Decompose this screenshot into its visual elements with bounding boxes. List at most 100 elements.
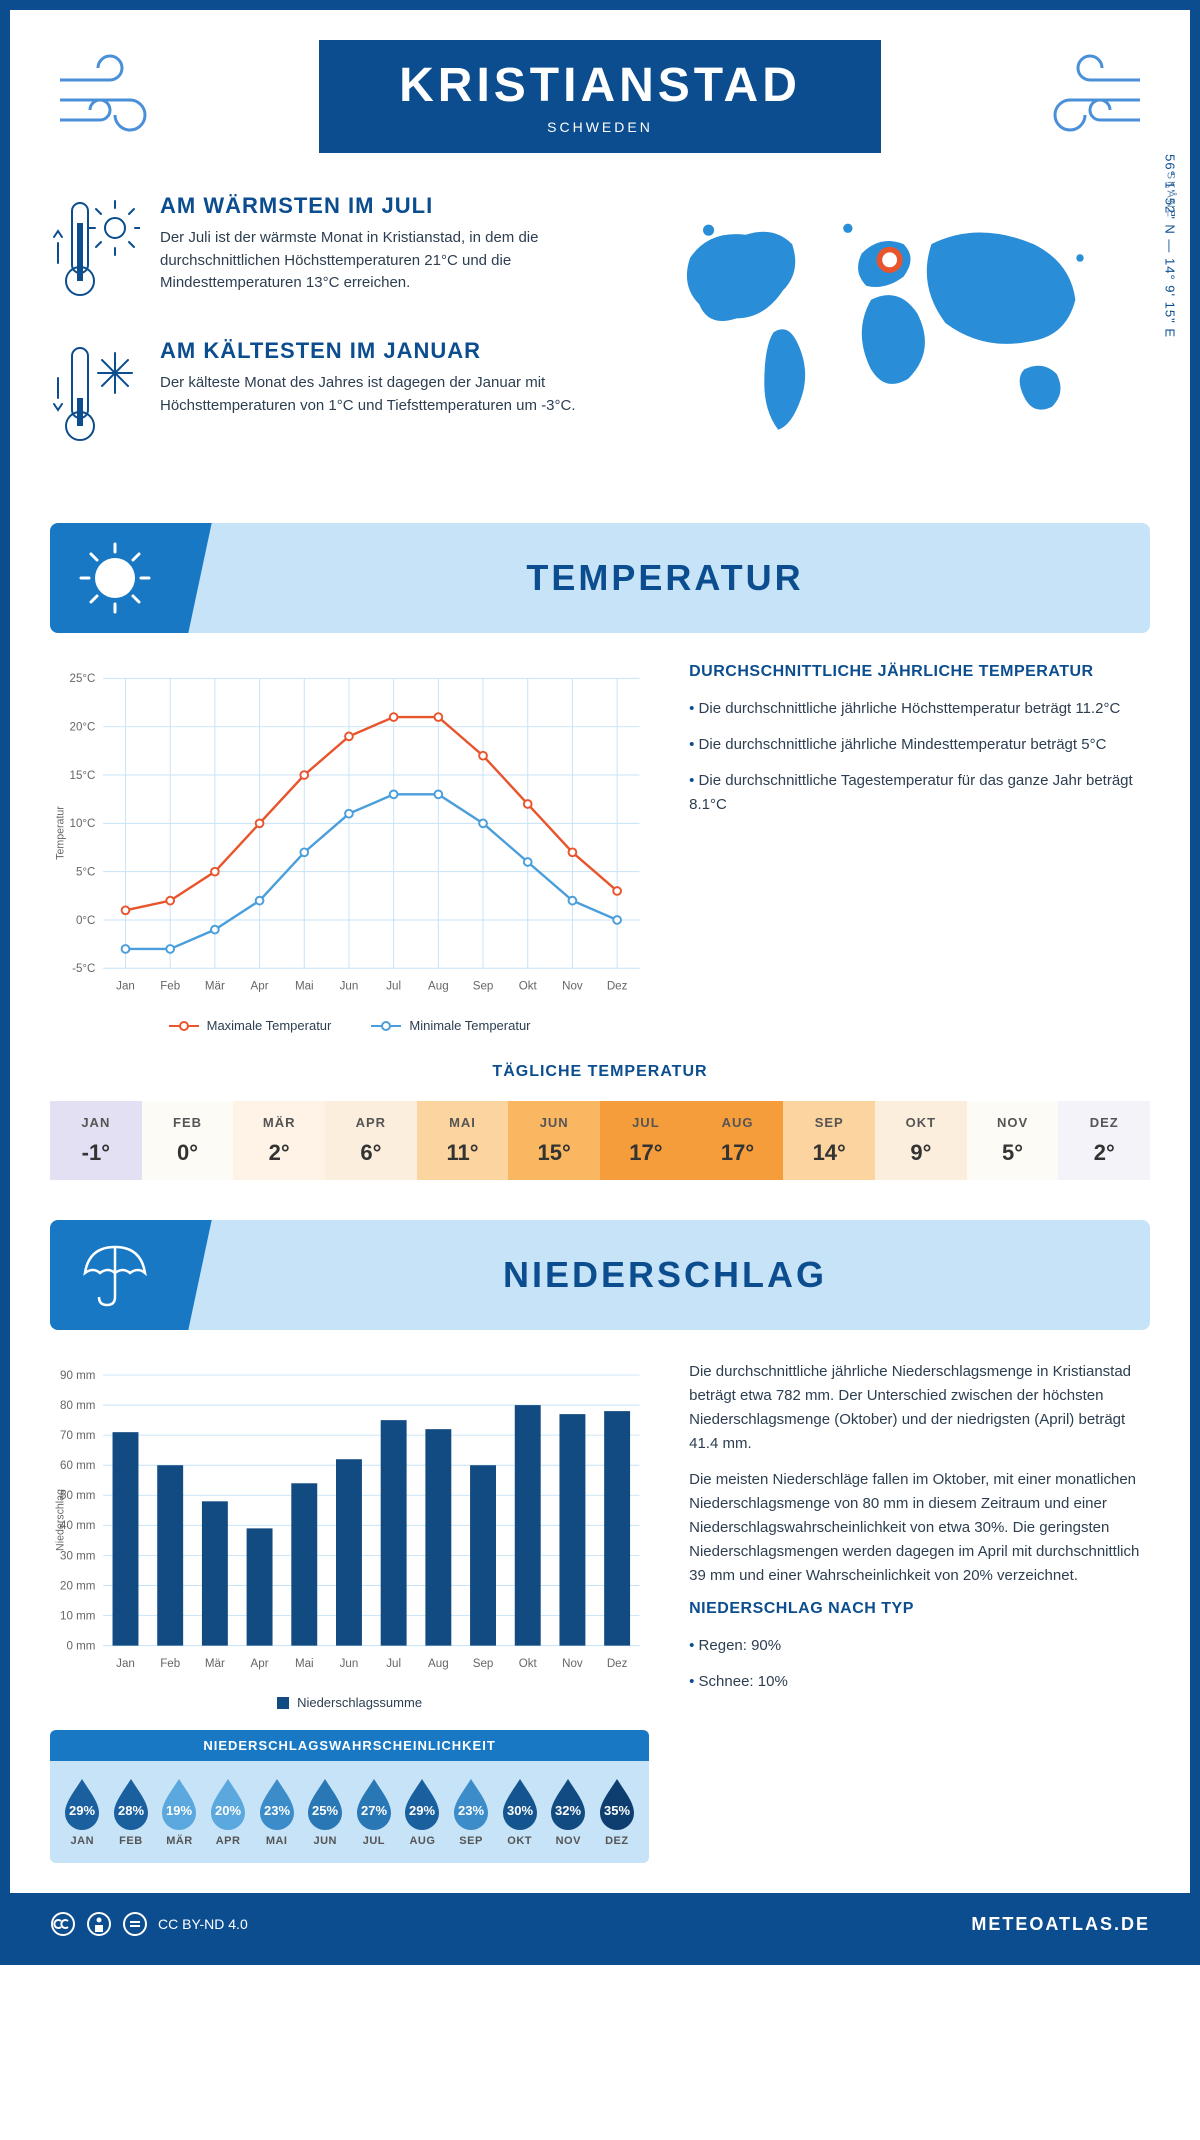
svg-text:0 mm: 0 mm	[66, 1640, 95, 1652]
svg-text:Mai: Mai	[295, 981, 314, 993]
svg-text:Feb: Feb	[160, 1658, 180, 1670]
precipitation-chart: 0 mm10 mm20 mm30 mm40 mm50 mm60 mm70 mm8…	[50, 1360, 649, 1680]
license-text: CC BY-ND 4.0	[158, 1916, 248, 1932]
daily-temp-cell: NOV5°	[967, 1101, 1059, 1180]
temperature-row: -5°C0°C5°C10°C15°C20°C25°CJanFebMärAprMa…	[50, 663, 1150, 1033]
probability-drop: 25% JUN	[301, 1775, 350, 1847]
svg-text:25°C: 25°C	[70, 673, 96, 685]
svg-text:Feb: Feb	[160, 981, 180, 993]
svg-text:Nov: Nov	[562, 1658, 583, 1670]
daily-temp-cell: JAN-1°	[50, 1101, 142, 1180]
probability-drop: 30% OKT	[495, 1775, 544, 1847]
svg-text:29%: 29%	[69, 1803, 95, 1818]
probability-drop: 20% APR	[204, 1775, 253, 1847]
umbrella-icon	[50, 1220, 180, 1330]
precipitation-p1: Die durchschnittliche jährliche Niedersc…	[689, 1360, 1150, 1456]
fact-warmest-title: AM WÄRMSTEN IM JULI	[160, 193, 580, 219]
svg-text:Temperatur: Temperatur	[55, 806, 67, 860]
svg-text:32%: 32%	[555, 1803, 581, 1818]
temperature-title: TEMPERATUR	[180, 557, 1150, 599]
precipitation-legend: Niederschlagssumme	[50, 1695, 649, 1710]
temperature-bullet: Die durchschnittliche Tagestemperatur fü…	[689, 769, 1150, 817]
facts-column: AM WÄRMSTEN IM JULI Der Juli ist der wär…	[50, 193, 580, 483]
svg-text:Dez: Dez	[607, 1658, 628, 1670]
temperature-bullet: Die durchschnittliche jährliche Mindestt…	[689, 733, 1150, 757]
probability-box: NIEDERSCHLAGSWAHRSCHEINLICHKEIT 29% JAN …	[50, 1730, 649, 1863]
svg-text:Jan: Jan	[116, 981, 135, 993]
temperature-summary: DURCHSCHNITTLICHE JÄHRLICHE TEMPERATUR D…	[689, 663, 1150, 1033]
svg-text:28%: 28%	[118, 1803, 144, 1818]
country-subtitle: SCHWEDEN	[399, 119, 801, 135]
thermometer-cold-icon	[50, 338, 140, 453]
fact-warmest-body: Der Juli ist der wärmste Monat in Kristi…	[160, 227, 580, 295]
svg-text:29%: 29%	[409, 1803, 435, 1818]
svg-text:10°C: 10°C	[70, 818, 96, 830]
probability-drop: 28% FEB	[107, 1775, 156, 1847]
wind-icon-right	[1040, 50, 1150, 145]
fact-coldest-text: AM KÄLTESTEN IM JANUAR Der kälteste Mona…	[160, 338, 580, 453]
legend-precip: Niederschlagssumme	[277, 1695, 422, 1710]
fact-warmest-text: AM WÄRMSTEN IM JULI Der Juli ist der wär…	[160, 193, 580, 308]
svg-text:Jun: Jun	[340, 981, 359, 993]
daily-temp-title: TÄGLICHE TEMPERATUR	[50, 1063, 1150, 1081]
probability-drop: 23% MAI	[252, 1775, 301, 1847]
precipitation-chart-col: 0 mm10 mm20 mm30 mm40 mm50 mm60 mm70 mm8…	[50, 1360, 649, 1863]
temperature-banner: TEMPERATUR	[50, 523, 1150, 633]
svg-text:20 mm: 20 mm	[60, 1580, 95, 1592]
coords-label: 56° 1' 52" N — 14° 9' 15" E	[1163, 154, 1178, 338]
cc-icon	[50, 1911, 76, 1937]
precipitation-p2: Die meisten Niederschläge fallen im Okto…	[689, 1468, 1150, 1588]
precipitation-banner: NIEDERSCHLAG	[50, 1220, 1150, 1330]
probability-drops: 29% JAN 28% FEB 19% MÄR 20% APR 23% MAI …	[50, 1761, 649, 1851]
svg-text:Apr: Apr	[251, 981, 269, 993]
daily-temp-cell: AUG17°	[692, 1101, 784, 1180]
title-band: KRISTIANSTAD SCHWEDEN	[319, 40, 881, 153]
temperature-chart: -5°C0°C5°C10°C15°C20°C25°CJanFebMärAprMa…	[50, 663, 649, 1033]
svg-text:20°C: 20°C	[70, 722, 96, 734]
daily-temp-cell: SEP14°	[783, 1101, 875, 1180]
svg-text:Mär: Mär	[205, 981, 225, 993]
temperature-bullets: Die durchschnittliche jährliche Höchstte…	[689, 697, 1150, 817]
legend-max: Maximale Temperatur	[169, 1018, 332, 1033]
map-column: SKÅNE 56° 1' 52" N — 14° 9' 15" E	[620, 193, 1150, 483]
svg-text:70 mm: 70 mm	[60, 1430, 95, 1442]
legend-min: Minimale Temperatur	[371, 1018, 530, 1033]
precipitation-title: NIEDERSCHLAG	[180, 1254, 1150, 1296]
daily-temp-cell: MAI11°	[417, 1101, 509, 1180]
by-icon	[86, 1911, 112, 1937]
header: KRISTIANSTAD SCHWEDEN	[50, 40, 1150, 153]
svg-text:0°C: 0°C	[76, 915, 95, 927]
svg-text:Jul: Jul	[386, 981, 401, 993]
svg-text:Apr: Apr	[251, 1658, 269, 1670]
svg-text:Mär: Mär	[205, 1658, 225, 1670]
svg-text:Jun: Jun	[340, 1658, 359, 1670]
fact-coldest-body: Der kälteste Monat des Jahres ist dagege…	[160, 372, 580, 417]
thermometer-hot-icon	[50, 193, 140, 308]
temperature-summary-title: DURCHSCHNITTLICHE JÄHRLICHE TEMPERATUR	[689, 663, 1150, 681]
svg-text:25%: 25%	[312, 1803, 338, 1818]
world-map	[620, 193, 1150, 453]
precipitation-text: Die durchschnittliche jährliche Niedersc…	[689, 1360, 1150, 1863]
svg-text:Jan: Jan	[116, 1658, 135, 1670]
daily-temp-cell: DEZ2°	[1058, 1101, 1150, 1180]
svg-text:Aug: Aug	[428, 981, 449, 993]
svg-text:Okt: Okt	[519, 981, 538, 993]
svg-text:Mai: Mai	[295, 1658, 314, 1670]
svg-text:35%: 35%	[604, 1803, 630, 1818]
svg-text:10 mm: 10 mm	[60, 1610, 95, 1622]
probability-drop: 19% MÄR	[155, 1775, 204, 1847]
svg-text:90 mm: 90 mm	[60, 1370, 95, 1382]
type-bullet: Regen: 90%	[689, 1634, 1150, 1658]
fact-coldest-title: AM KÄLTESTEN IM JANUAR	[160, 338, 580, 364]
svg-text:Dez: Dez	[607, 981, 628, 993]
svg-text:5°C: 5°C	[76, 867, 95, 879]
daily-temp-cell: FEB0°	[142, 1101, 234, 1180]
probability-drop: 29% JAN	[58, 1775, 107, 1847]
svg-text:30%: 30%	[507, 1803, 533, 1818]
svg-text:30 mm: 30 mm	[60, 1550, 95, 1562]
svg-text:20%: 20%	[215, 1803, 241, 1818]
svg-text:Okt: Okt	[519, 1658, 538, 1670]
svg-text:Sep: Sep	[473, 981, 494, 993]
precipitation-type-title: NIEDERSCHLAG NACH TYP	[689, 1600, 1150, 1618]
city-title: KRISTIANSTAD	[399, 58, 801, 113]
